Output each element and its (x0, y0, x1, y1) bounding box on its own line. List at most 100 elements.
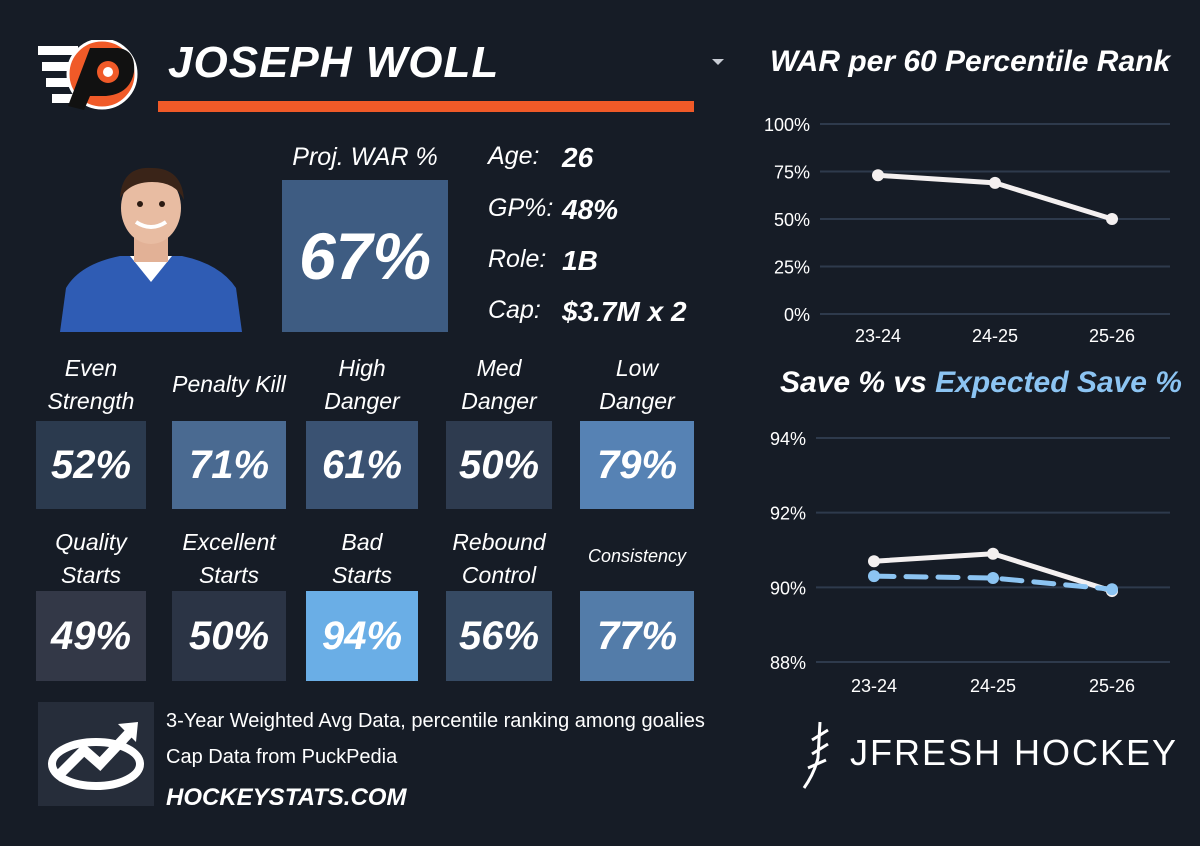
tile-label-line: Quality (55, 529, 127, 555)
x-tick-label: 23-24 (851, 676, 897, 696)
tile-box: 50% (446, 421, 552, 509)
cap-label: Cap: (488, 296, 541, 324)
tile-box: 79% (580, 421, 694, 509)
tile-label: Excellent Starts (162, 526, 296, 592)
tile-value: 52% (50, 442, 132, 487)
cap-value: $3.7M x 2 (562, 296, 687, 327)
tile-label: Low Danger (570, 352, 704, 418)
tile-box: 52% (36, 421, 146, 509)
tile-label-line: Control (461, 562, 537, 588)
data-point (987, 547, 999, 560)
tile-label-line: Starts (60, 562, 122, 588)
role-label: Role: (488, 245, 547, 273)
y-tick-label: 0% (784, 305, 810, 325)
tile-box: 56% (446, 591, 552, 681)
tile-value: 71% (188, 442, 270, 487)
data-point (989, 176, 1001, 189)
tile-label: Bad Starts (296, 526, 428, 592)
gp-label: GP%: (488, 194, 554, 222)
tile-box: 94% (306, 591, 418, 681)
tile-value: 77% (596, 613, 678, 658)
tile-label-line: Even (64, 355, 118, 381)
tile-label: Even Strength (26, 352, 156, 418)
tile-label-line: Excellent (182, 529, 276, 555)
footer-site[interactable]: HOCKEYSTATS.COM (166, 784, 407, 811)
chart1-title: WAR per 60 Percentile Rank (770, 45, 1171, 78)
data-point (1106, 583, 1118, 596)
tile-label: Quality Starts (26, 526, 156, 592)
tile-box: 77% (580, 591, 694, 681)
x-tick-label: 24-25 (970, 676, 1016, 696)
tile-value: 49% (50, 613, 132, 658)
tile-label-line: Consistency (587, 546, 687, 566)
series-line (871, 573, 1115, 592)
gp-value: 48% (562, 194, 619, 225)
chart2-title-part2: Expected Save % (935, 366, 1182, 399)
tile-box: 71% (172, 421, 286, 509)
tile-label-line: Bad (341, 529, 383, 555)
tile-label-line: Danger (461, 388, 537, 414)
y-tick-label: 92% (770, 504, 806, 524)
tile-label-line: High (338, 355, 386, 381)
player-photo (60, 160, 242, 332)
tile-label-line: Rebound (452, 529, 546, 555)
x-tick-label: 25-26 (1089, 676, 1135, 696)
tile-value: 56% (458, 613, 540, 658)
data-point (872, 169, 884, 182)
y-tick-label: 50% (774, 210, 810, 230)
proj-war-box: 67% (282, 180, 448, 332)
tile-value: 94% (321, 613, 403, 658)
tile-label: Consistency (570, 540, 704, 573)
role-value: 1B (562, 245, 598, 276)
tile-box: 50% (172, 591, 286, 681)
y-tick-label: 100% (764, 115, 810, 135)
brand-name: JFRESH HOCKEY (850, 732, 1179, 773)
tile-label: Penalty Kill (162, 368, 296, 401)
tile-label-line: Strength (47, 388, 135, 414)
tile-label: Med Danger (436, 352, 562, 418)
y-tick-label: 88% (770, 653, 806, 673)
chart2-title: Save % vs Expected Save % (780, 366, 1182, 400)
data-point (1106, 213, 1118, 225)
tile-label-line: Penalty Kill (172, 371, 286, 397)
save-pct-chart: 88% 90% 92% 94% 23-24 24-25 25-26 (770, 429, 1170, 696)
tile-box: 61% (306, 421, 418, 509)
x-tick-label: 23-24 (855, 326, 901, 346)
tile-label-line: Danger (599, 388, 675, 414)
proj-war-value: 67% (298, 219, 432, 293)
player-name: JOSEPH WOLL (168, 38, 500, 87)
tile-value: 50% (188, 613, 270, 658)
tile-label-line: Low (615, 355, 659, 381)
data-point (868, 570, 880, 583)
war-percentile-chart: 0% 25% 50% 75% 100% 23-24 24-25 25-26 (764, 115, 1170, 346)
tile-label: High Danger (296, 352, 428, 418)
y-tick-label: 75% (774, 163, 810, 183)
data-point (987, 572, 999, 584)
tile-label-line: Starts (331, 562, 393, 588)
hockeystats-logo-icon (38, 702, 154, 806)
data-point (868, 555, 880, 568)
tile-label: Rebound Control (436, 526, 562, 592)
name-underline (158, 101, 694, 112)
tile-label-line: Starts (198, 562, 260, 588)
proj-war-label: Proj. WAR % (292, 143, 438, 171)
y-tick-label: 94% (770, 429, 806, 449)
footer-note-2: Cap Data from PuckPedia (166, 746, 398, 768)
tile-label-line: Med (476, 355, 522, 381)
age-label: Age: (488, 142, 540, 170)
footer-note-1: 3-Year Weighted Avg Data, percentile ran… (166, 710, 705, 732)
y-tick-label: 90% (770, 578, 806, 598)
x-tick-label: 25-26 (1089, 326, 1135, 346)
tile-label-line: Danger (324, 388, 400, 414)
tile-value: 50% (458, 442, 540, 487)
tile-value: 79% (596, 442, 678, 487)
tile-value: 61% (321, 442, 403, 487)
y-tick-label: 25% (774, 258, 810, 278)
chevron-down-icon[interactable] (710, 57, 726, 67)
flyers-logo-icon (38, 40, 138, 110)
age-value: 26 (562, 142, 594, 173)
jfresh-logo-icon (802, 721, 829, 789)
tile-box: 49% (36, 591, 146, 681)
chart2-title-part1: Save % vs (780, 366, 936, 399)
x-tick-label: 24-25 (972, 326, 1018, 346)
